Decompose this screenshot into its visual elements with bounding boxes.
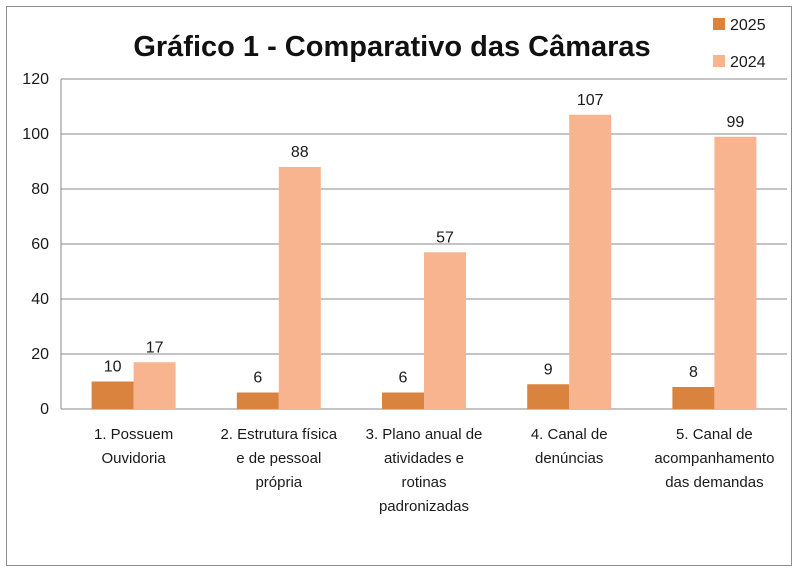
- category-label-line: 1. Possuem: [94, 426, 173, 443]
- category-label-2: 2. Estrutura física e de pessoal própria: [220, 426, 337, 491]
- data-label-2025-2: 6: [253, 370, 262, 387]
- data-label-2025-1: 10: [104, 359, 122, 376]
- category-label-line: e de pessoal: [236, 450, 321, 467]
- category-label-1: 1. Possuem Ouvidoria: [94, 426, 173, 467]
- data-labels: 10 17 6 88 6 57 9 107 8 99: [104, 92, 745, 387]
- category-label-line: atividades e: [384, 450, 464, 467]
- data-label-2024-2: 88: [291, 144, 309, 161]
- legend-swatch-2024: [713, 55, 725, 67]
- bar-2024-5: [714, 136, 757, 409]
- category-label-line: 2. Estrutura física: [220, 426, 337, 443]
- y-tick-label: 120: [22, 71, 49, 88]
- bar-2024-4: [569, 114, 612, 409]
- data-label-2024-3: 57: [436, 229, 454, 246]
- bar-2025-2: [236, 392, 279, 409]
- bar-chart: Gráfico 1 - Comparativo das Câmaras 0 20 4…: [22, 17, 787, 515]
- bar-2024-3: [424, 252, 466, 409]
- legend-label-2024: 2024: [730, 54, 766, 71]
- bar-2025-1: [91, 381, 134, 409]
- y-tick-label: 100: [22, 126, 49, 143]
- bars: [91, 114, 757, 409]
- data-label-2025-4: 9: [544, 361, 553, 378]
- chart-frame: Gráfico 1 - Comparativo das Câmaras 0 20 4…: [6, 6, 792, 566]
- chart-title: Gráfico 1 - Comparativo das Câmaras: [133, 31, 650, 63]
- category-label-line: padronizadas: [379, 498, 469, 515]
- x-axis: 1. Possuem Ouvidoria 2. Estrutura física e …: [94, 426, 774, 515]
- category-label-line: Ouvidoria: [101, 450, 166, 467]
- bar-2024-2: [278, 167, 321, 409]
- category-label-line: das demandas: [665, 474, 763, 491]
- legend: 2025 2024: [713, 17, 766, 71]
- category-label-line: própria: [255, 474, 302, 491]
- legend-swatch-2025: [713, 18, 725, 30]
- category-label-4: 4. Canal de denúncias: [531, 426, 608, 467]
- y-tick-label: 80: [31, 181, 49, 198]
- y-tick-label: 20: [31, 346, 49, 363]
- category-label-line: 3. Plano anual de: [366, 426, 483, 443]
- category-label-line: 4. Canal de: [531, 426, 608, 443]
- y-axis: 0 20 40 60 80 100 120: [22, 71, 62, 418]
- data-label-2024-4: 107: [577, 92, 604, 109]
- category-label-line: 5. Canal de: [676, 426, 753, 443]
- y-tick-label: 0: [40, 401, 49, 418]
- bar-2025-4: [527, 384, 570, 409]
- data-label-2025-5: 8: [689, 364, 698, 381]
- y-tick-label: 40: [31, 291, 49, 308]
- category-label-3: 3. Plano anual de atividades e rotinas padr…: [366, 426, 483, 515]
- bar-2024-1: [133, 362, 176, 409]
- legend-label-2025: 2025: [730, 17, 766, 34]
- data-label-2025-3: 6: [399, 370, 408, 387]
- data-label-2024-1: 17: [146, 339, 164, 356]
- category-label-5: 5. Canal de acompanhamento das demandas: [654, 426, 774, 491]
- y-tick-label: 60: [31, 236, 49, 253]
- category-label-line: acompanhamento: [654, 450, 774, 467]
- bar-2025-5: [672, 387, 715, 409]
- data-label-2024-5: 99: [727, 114, 745, 131]
- category-label-line: denúncias: [535, 450, 603, 467]
- category-label-line: rotinas: [401, 474, 446, 491]
- bar-2025-3: [382, 392, 424, 409]
